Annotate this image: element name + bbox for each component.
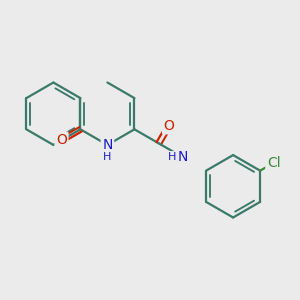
Text: H: H: [168, 152, 176, 162]
Text: N: N: [178, 150, 188, 164]
Text: O: O: [164, 119, 174, 133]
Text: N: N: [102, 138, 112, 152]
Text: O: O: [56, 133, 67, 147]
Text: H: H: [103, 152, 112, 162]
Text: Cl: Cl: [267, 156, 280, 170]
